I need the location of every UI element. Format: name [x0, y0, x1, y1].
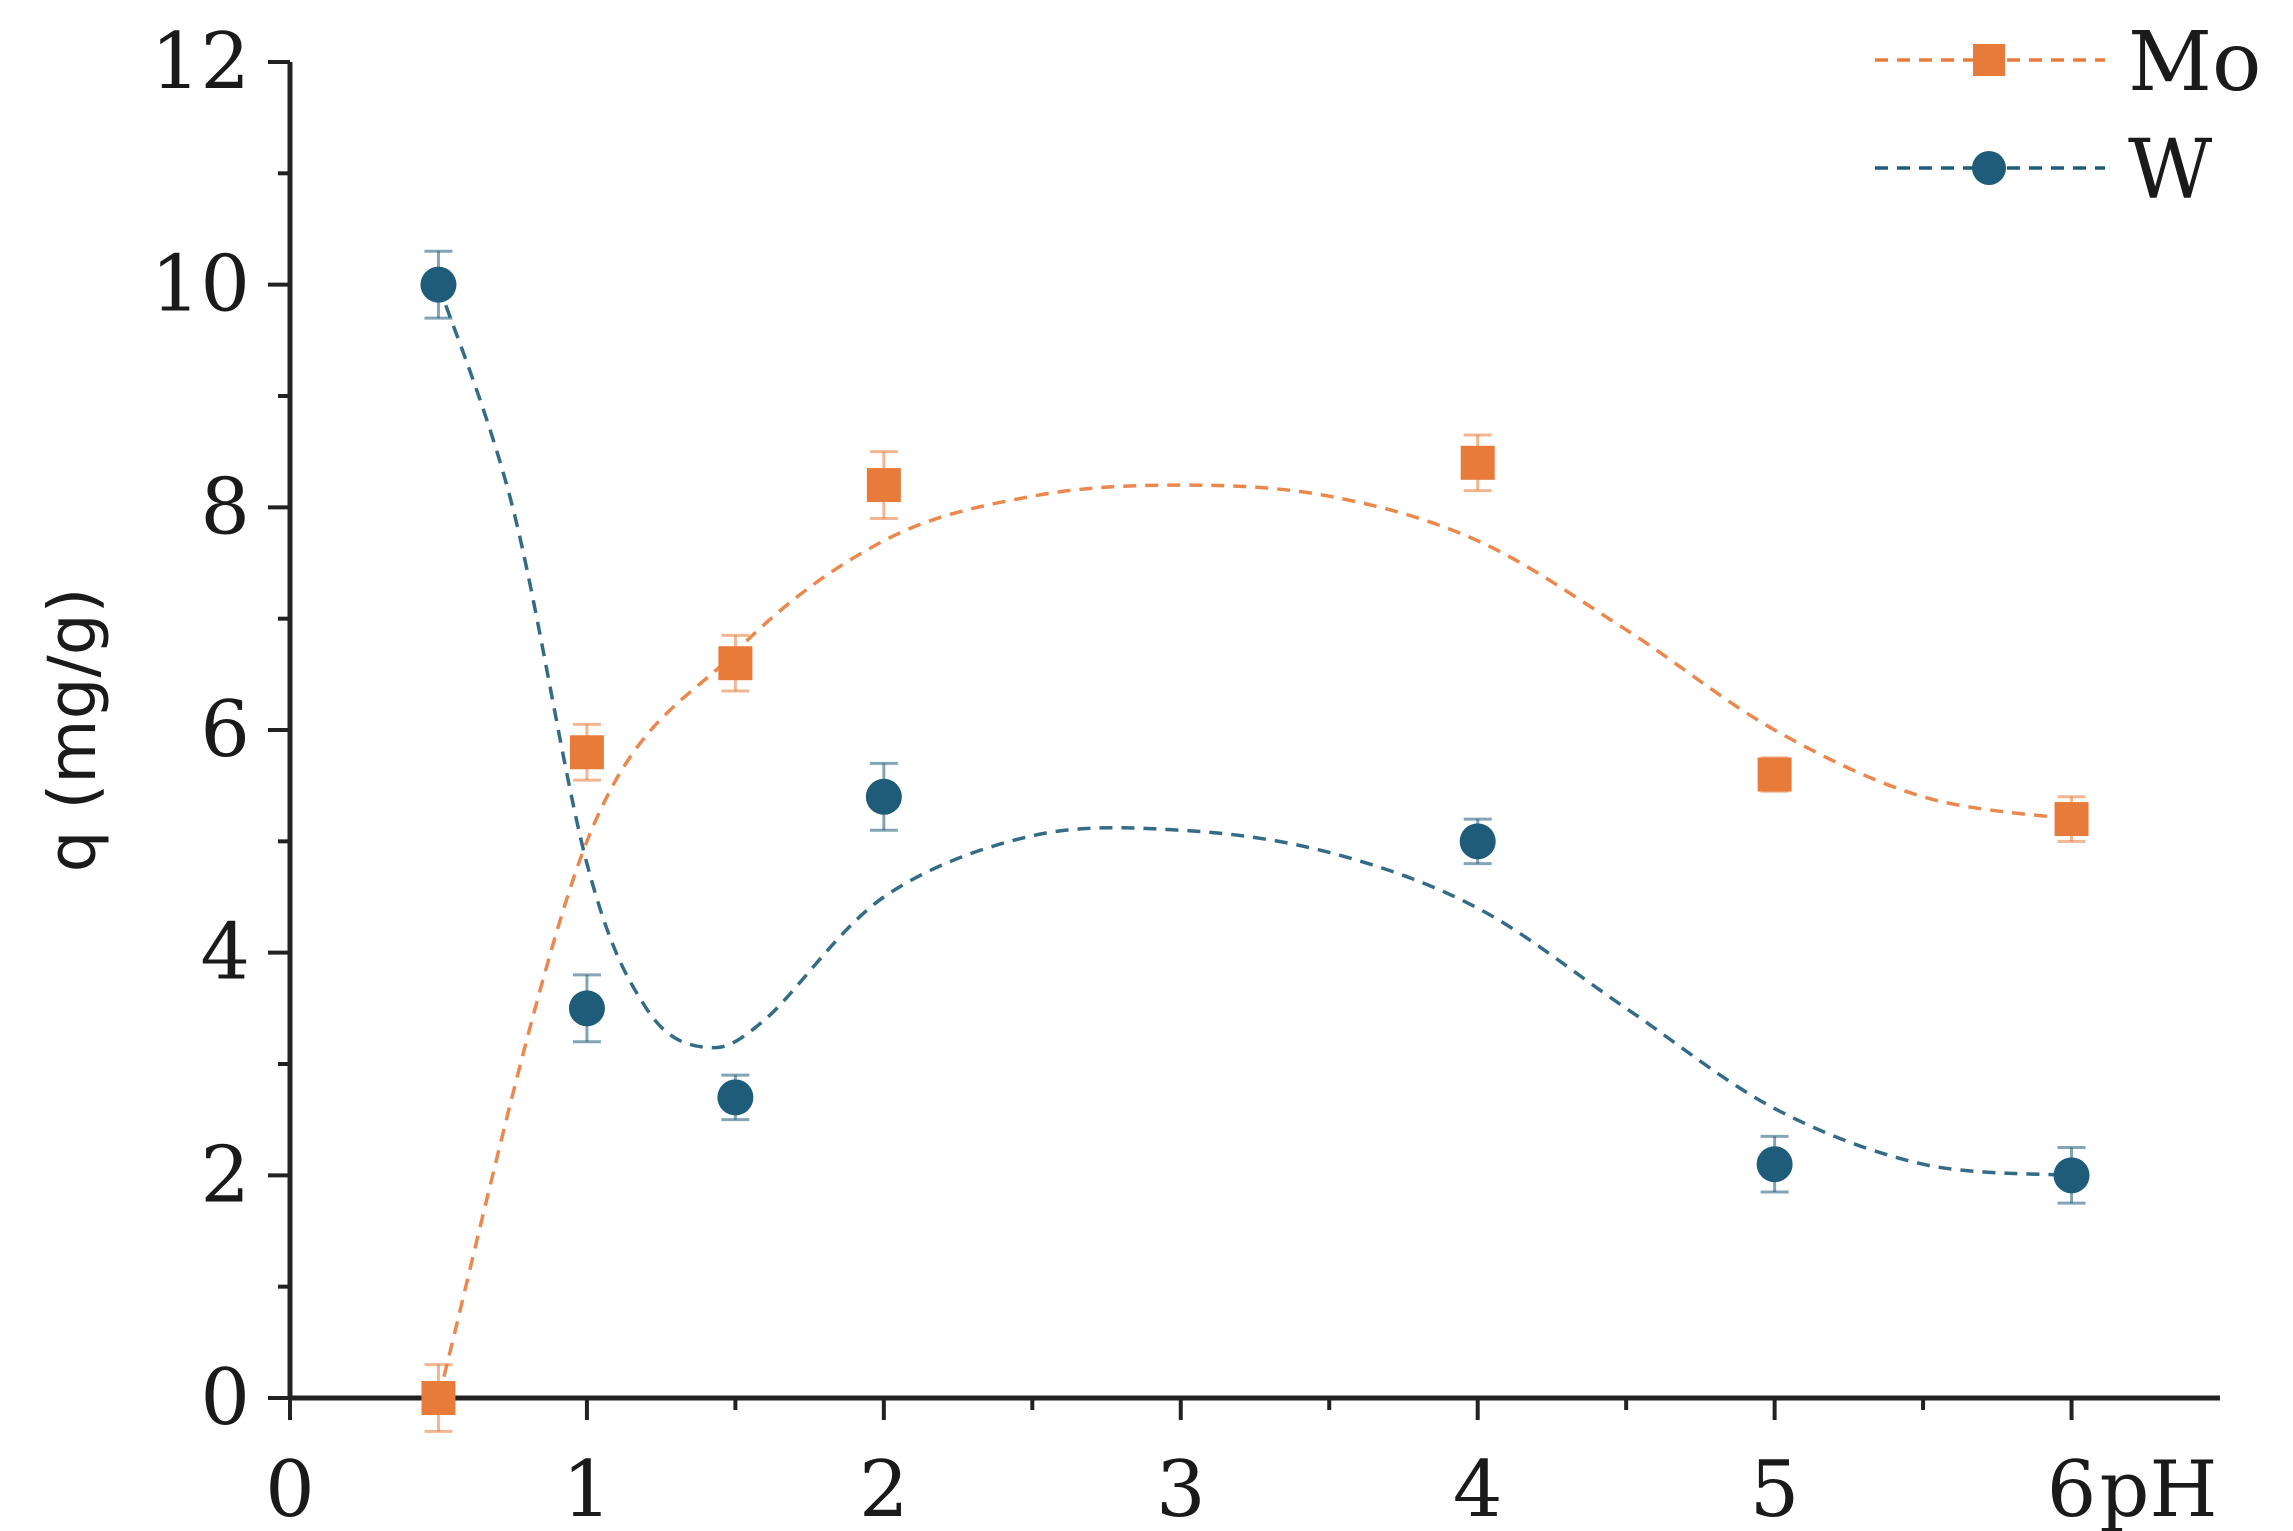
point-w — [1459, 823, 1496, 860]
fit-line-mo — [436, 483, 2072, 1399]
point-mo — [718, 646, 753, 681]
point-mo — [866, 468, 901, 503]
x-tick-label: 1 — [562, 1445, 612, 1531]
point-mo — [1757, 757, 1792, 792]
y-tick-label: 0 — [200, 1353, 250, 1443]
y-tick-label: 2 — [200, 1130, 250, 1220]
point-w — [717, 1079, 754, 1116]
point-mo — [1460, 445, 1495, 480]
y-tick-label: 10 — [151, 240, 250, 330]
y-axis-title: q (mg/g) — [34, 588, 111, 873]
legend-label-w: W — [2128, 123, 2213, 218]
legend-marker-mo — [1973, 44, 2005, 76]
legend-label-mo: Mo — [2128, 15, 2261, 110]
point-w — [568, 990, 605, 1027]
y-tick-label: 6 — [200, 685, 250, 775]
fit-line-w — [436, 284, 2072, 1178]
point-w — [865, 778, 902, 815]
x-tick-label: 2 — [859, 1445, 909, 1531]
x-axis-title: pH — [2100, 1445, 2218, 1531]
x-tick-label: 4 — [1453, 1445, 1503, 1531]
y-tick-label: 8 — [200, 462, 250, 552]
point-mo — [2054, 802, 2089, 837]
y-tick-label: 4 — [200, 908, 250, 998]
x-tick-label: 5 — [1750, 1445, 1800, 1531]
point-w — [1756, 1146, 1793, 1183]
point-mo — [569, 735, 604, 770]
legend-marker-w — [1972, 151, 2006, 185]
x-tick-label: 6 — [2047, 1445, 2097, 1531]
point-w — [2053, 1157, 2090, 1194]
point-w — [420, 266, 457, 303]
legend: Mo W — [1875, 15, 2261, 218]
point-mo — [421, 1381, 456, 1415]
x-tick-label: 3 — [1156, 1445, 1206, 1531]
y-tick-label: 12 — [151, 17, 250, 107]
x-tick-label: 0 — [265, 1445, 315, 1531]
fit-lines — [436, 284, 2072, 1399]
data-marks — [420, 249, 2090, 1433]
